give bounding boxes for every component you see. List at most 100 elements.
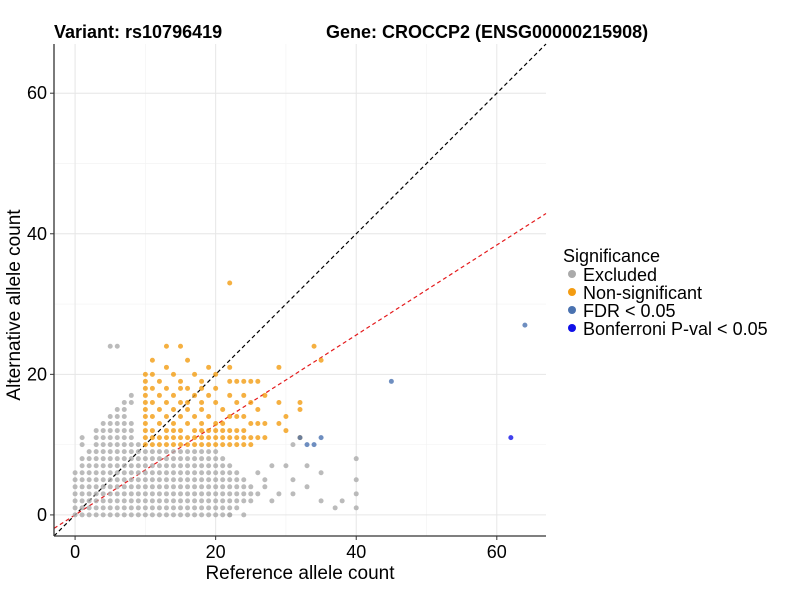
data-point — [199, 498, 205, 504]
data-point — [149, 414, 155, 420]
data-point — [213, 463, 219, 469]
data-point — [192, 512, 198, 518]
data-point — [79, 477, 85, 483]
data-point — [206, 364, 212, 370]
data-point — [114, 505, 120, 511]
grid — [54, 44, 546, 536]
data-point — [304, 442, 310, 448]
data-point — [192, 505, 198, 511]
data-point — [170, 512, 176, 518]
data-point — [199, 484, 205, 490]
data-point — [213, 399, 219, 405]
data-point — [128, 456, 134, 462]
data-point — [227, 280, 233, 286]
data-point — [185, 484, 191, 490]
data-point — [142, 435, 148, 441]
data-point — [156, 435, 162, 441]
data-point — [156, 378, 162, 384]
data-point — [213, 435, 219, 441]
data-point — [142, 385, 148, 391]
data-point — [79, 491, 85, 497]
legend-label: Excluded — [583, 265, 657, 285]
data-point — [128, 491, 134, 497]
data-point — [283, 414, 289, 420]
data-point — [86, 477, 92, 483]
data-point — [206, 449, 212, 455]
data-point — [142, 449, 148, 455]
data-point — [100, 477, 106, 483]
data-point — [128, 505, 134, 511]
data-point — [206, 512, 212, 518]
data-point — [142, 378, 148, 384]
data-point — [178, 484, 184, 490]
data-point — [156, 406, 162, 412]
data-point — [149, 491, 155, 497]
data-point — [107, 442, 113, 448]
data-point — [107, 435, 113, 441]
data-point — [248, 498, 254, 504]
data-point — [114, 512, 120, 518]
data-point — [234, 505, 240, 511]
data-point — [234, 498, 240, 504]
data-point — [297, 435, 303, 441]
data-point — [185, 470, 191, 476]
data-point — [276, 364, 282, 370]
series-fdr-0-05 — [297, 322, 528, 448]
data-point — [79, 498, 85, 504]
data-point — [206, 428, 212, 434]
data-point — [142, 505, 148, 511]
data-point — [121, 463, 127, 469]
data-point — [100, 428, 106, 434]
data-point — [192, 484, 198, 490]
data-point — [135, 463, 141, 469]
data-point — [121, 470, 127, 476]
data-point — [93, 442, 99, 448]
data-point — [93, 512, 99, 518]
data-point — [227, 505, 233, 511]
data-point — [304, 484, 310, 490]
data-point — [206, 392, 212, 398]
data-point — [142, 428, 148, 434]
data-point — [269, 463, 275, 469]
data-point — [135, 456, 141, 462]
data-point — [178, 491, 184, 497]
data-point — [93, 449, 99, 455]
data-point — [170, 470, 176, 476]
data-point — [213, 449, 219, 455]
data-point — [114, 343, 120, 349]
series-bonferroni-p-val-0-05 — [508, 435, 514, 441]
data-point — [199, 442, 205, 448]
data-point — [178, 414, 184, 420]
data-point — [163, 477, 169, 483]
data-point — [206, 470, 212, 476]
data-point — [185, 477, 191, 483]
data-point — [121, 442, 127, 448]
data-point — [135, 477, 141, 483]
data-point — [290, 442, 296, 448]
data-point — [290, 477, 296, 483]
data-point — [121, 491, 127, 497]
data-point — [72, 505, 78, 511]
data-point — [121, 456, 127, 462]
fit-line — [53, 213, 547, 529]
data-point — [199, 505, 205, 511]
legend-label: Non-significant — [583, 283, 702, 303]
data-point — [114, 435, 120, 441]
data-point — [248, 421, 254, 427]
data-point — [114, 484, 120, 490]
data-point — [213, 456, 219, 462]
series-non-significant — [142, 280, 324, 448]
data-point — [163, 484, 169, 490]
data-point — [185, 456, 191, 462]
data-point — [185, 435, 191, 441]
data-point — [276, 399, 282, 405]
data-point — [79, 435, 85, 441]
data-point — [185, 505, 191, 511]
data-point — [163, 512, 169, 518]
data-point — [199, 449, 205, 455]
data-point — [178, 470, 184, 476]
data-point — [163, 435, 169, 441]
data-point — [206, 414, 212, 420]
data-point — [262, 421, 268, 427]
data-point — [163, 505, 169, 511]
